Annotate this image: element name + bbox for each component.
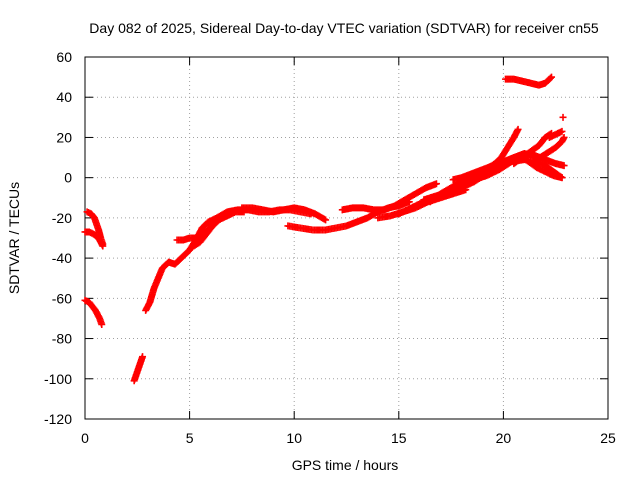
data-point xyxy=(559,113,567,121)
x-axis-title: GPS time / hours xyxy=(292,457,399,473)
data-point xyxy=(322,216,330,224)
data-point xyxy=(546,74,554,82)
series-arc-o xyxy=(485,125,522,172)
x-tick-label: 5 xyxy=(186,430,194,446)
series-arc-d xyxy=(130,353,147,385)
y-tick-label: -80 xyxy=(52,331,72,347)
series-arc-s xyxy=(501,73,556,89)
x-tick-label: 10 xyxy=(286,430,302,446)
y-tick-label: -40 xyxy=(52,250,72,266)
y-tick-label: -120 xyxy=(44,411,72,427)
plot-frame xyxy=(84,56,609,420)
x-tick-label: 25 xyxy=(600,430,616,446)
y-axis-title: SDTVAR / TECUs xyxy=(6,182,22,294)
x-tick-label: 0 xyxy=(81,430,89,446)
y-tick-label: 0 xyxy=(64,170,72,186)
series-arc-r xyxy=(533,133,568,164)
y-tick-label: 40 xyxy=(56,89,72,105)
y-tick-label: 60 xyxy=(56,49,72,65)
data-point xyxy=(514,125,522,133)
data-point xyxy=(558,127,566,135)
x-tick-label: 15 xyxy=(391,430,407,446)
series-arc-u xyxy=(559,113,567,121)
data-point xyxy=(560,133,568,141)
data-point xyxy=(548,73,556,81)
chart-title: Day 082 of 2025, Sidereal Day-to-day VTE… xyxy=(89,20,599,36)
series-arc-i xyxy=(338,180,440,214)
data-series xyxy=(81,73,568,385)
y-tick-label: 20 xyxy=(56,129,72,145)
y-tick-label: -60 xyxy=(52,290,72,306)
data-point xyxy=(139,353,147,361)
y-tick-label: -20 xyxy=(52,210,72,226)
data-point xyxy=(99,242,107,250)
series-arc-b xyxy=(81,228,107,250)
data-point xyxy=(558,174,566,182)
data-point xyxy=(432,180,440,188)
x-tick-label: 20 xyxy=(496,430,512,446)
grid xyxy=(85,57,608,419)
data-point xyxy=(560,162,568,170)
series-arc-t xyxy=(516,152,566,182)
plot-border xyxy=(84,56,609,420)
y-tick-label: -100 xyxy=(44,371,72,387)
data-point xyxy=(98,320,106,328)
series-arc-c xyxy=(81,296,106,328)
x-axis: 0 5 10 15 20 25 xyxy=(81,57,616,446)
y-axis: -120 -100 -80 -60 -40 -20 0 20 40 60 xyxy=(44,49,608,427)
series-arc-q xyxy=(545,127,566,141)
series-arc-g xyxy=(238,204,330,224)
series-arc-f xyxy=(190,208,248,250)
